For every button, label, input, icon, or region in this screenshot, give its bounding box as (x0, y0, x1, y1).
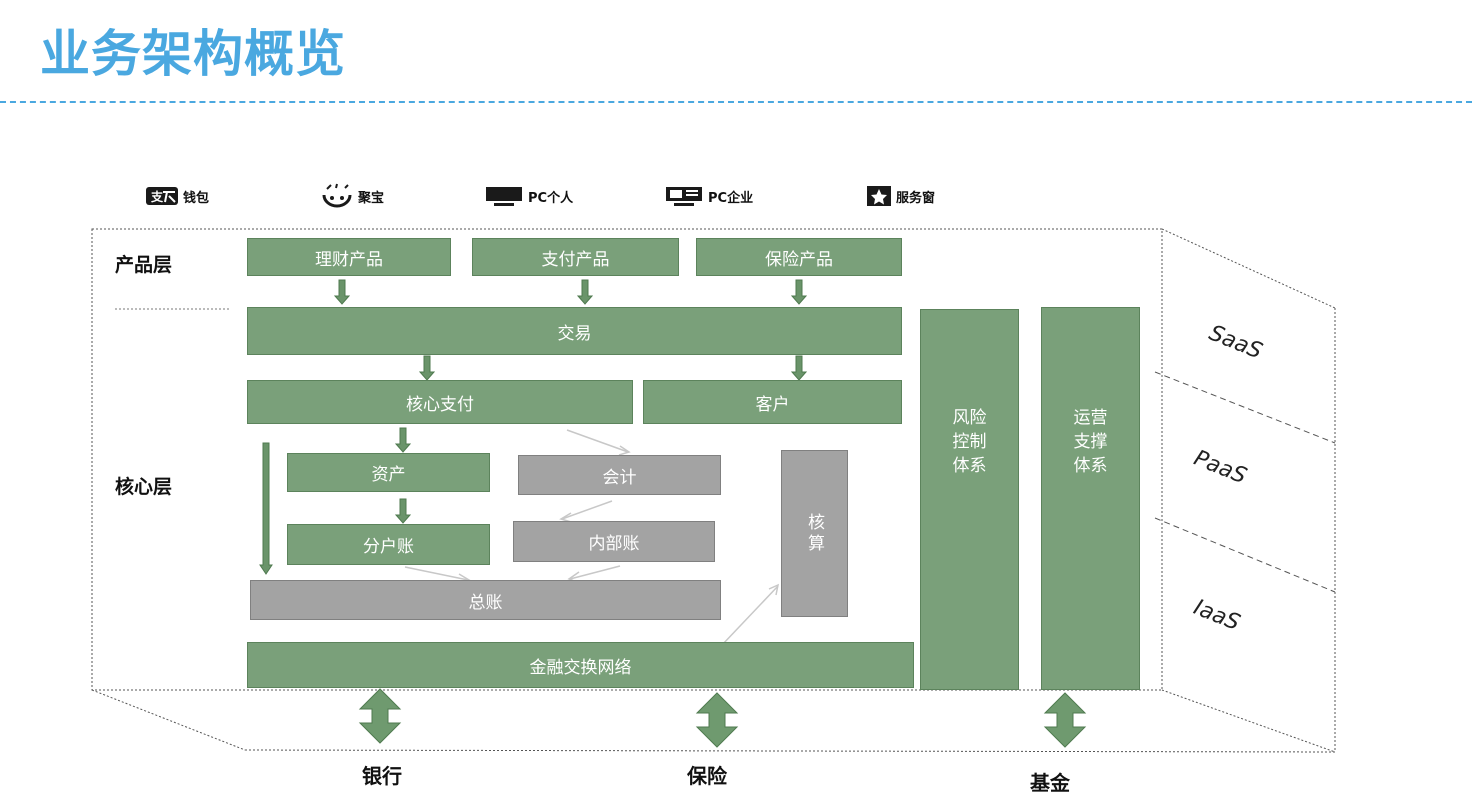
box-hexin-zhifu[interactable]: 核心支付 (247, 380, 633, 424)
box-jinrong-network[interactable]: 金融交换网络 (247, 642, 914, 688)
monitor-icon (484, 185, 524, 207)
box-licai-product[interactable]: 理财产品 (247, 238, 451, 276)
ops-support-line-3: 体系 (1073, 456, 1108, 476)
page-title: 业务架构概览 (40, 25, 346, 83)
partner-label-insurance: 保险 (687, 764, 727, 788)
box-neibuzhang[interactable]: 内部账 (513, 521, 715, 562)
channel-label: 钱包 (183, 190, 210, 206)
box-ops-support[interactable]: 运营 支撑 体系 (1041, 307, 1140, 690)
risk-control-line-3: 体系 (952, 456, 987, 476)
channel-jubao[interactable]: 聚宝 (320, 183, 384, 209)
risk-control-line-2: 控制 (952, 432, 987, 452)
box-risk-control[interactable]: 风险 控制 体系 (920, 309, 1019, 690)
ops-support-line-2: 支撑 (1073, 432, 1108, 452)
box-kuaiji[interactable]: 会计 (518, 455, 721, 495)
layer-label-core: 核心层 (115, 476, 173, 498)
box-hesuan[interactable]: 核算 (781, 450, 848, 617)
title-divider (0, 101, 1472, 103)
star-window-icon (866, 185, 892, 207)
ops-support-line-1: 运营 (1073, 408, 1108, 428)
box-kehu[interactable]: 客户 (643, 380, 902, 424)
channel-pc-personal[interactable]: PC个人 (484, 183, 573, 209)
risk-control-line-1: 风险 (952, 408, 987, 428)
channel-pc-enterprise[interactable]: PC企业 (664, 183, 753, 209)
channel-wallet[interactable]: 支 钱包 (145, 183, 209, 209)
box-zongzhang[interactable]: 总账 (250, 580, 721, 620)
jubao-icon (320, 183, 354, 209)
partner-label-bank: 银行 (362, 764, 402, 788)
channel-label: 服务窗 (896, 190, 936, 206)
channel-label: PC个人 (528, 190, 574, 206)
box-zichan[interactable]: 资产 (287, 453, 490, 492)
channel-label: PC企业 (708, 190, 754, 206)
partner-label-fund: 基金 (1030, 771, 1070, 795)
box-zhifu-product[interactable]: 支付产品 (472, 238, 679, 276)
channel-service-window[interactable]: 服务窗 (866, 183, 935, 209)
box-baoxian-product[interactable]: 保险产品 (696, 238, 902, 276)
alipay-wallet-icon: 支 (145, 186, 179, 206)
box-jiaoyi[interactable]: 交易 (247, 307, 902, 355)
layer-label-product: 产品层 (115, 254, 173, 276)
box-fenhuzhang[interactable]: 分户账 (287, 524, 490, 565)
svg-text:支: 支 (150, 189, 164, 204)
enterprise-screen-icon (664, 185, 704, 207)
channel-label: 聚宝 (358, 190, 385, 206)
